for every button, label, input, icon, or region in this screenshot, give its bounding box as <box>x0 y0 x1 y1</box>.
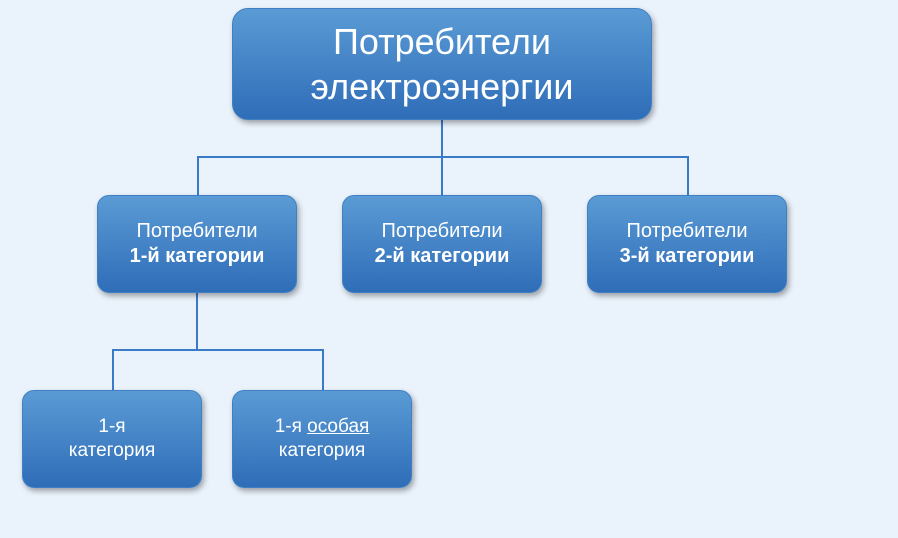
connector <box>322 349 324 390</box>
node-root-line2: электроэнергии <box>311 64 574 109</box>
node-sub2-line1: 1-я особая <box>275 415 370 439</box>
node-cat3-line2: 3-й категории <box>620 244 755 269</box>
node-root: Потребители электроэнергии <box>232 8 652 120</box>
connector <box>197 156 689 158</box>
node-root-line1: Потребители <box>333 19 551 64</box>
node-sub2-line2: категория <box>279 439 365 463</box>
connector <box>197 156 199 195</box>
node-subcategory-1-special: 1-я особая категория <box>232 390 412 488</box>
node-cat2-line1: Потребители <box>381 219 502 244</box>
connector <box>441 156 443 195</box>
connector <box>441 120 443 158</box>
node-cat1-line2: 1-й категории <box>130 244 265 269</box>
node-cat3-line1: Потребители <box>626 219 747 244</box>
node-category-2: Потребители 2-й категории <box>342 195 542 293</box>
node-sub1-line1: 1-я <box>98 415 125 439</box>
connector <box>112 349 324 351</box>
connector <box>687 156 689 195</box>
node-sub2-line1-pre: 1-я <box>275 416 307 437</box>
node-sub1-line2: категория <box>69 439 155 463</box>
node-category-3: Потребители 3-й категории <box>587 195 787 293</box>
node-category-1: Потребители 1-й категории <box>97 195 297 293</box>
connector <box>112 349 114 390</box>
diagram-canvas: Потребители электроэнергии Потребители 1… <box>0 0 898 538</box>
connector <box>196 293 198 351</box>
node-sub2-line1-underline: особая <box>307 416 369 437</box>
node-cat1-line1: Потребители <box>136 219 257 244</box>
node-cat2-line2: 2-й категории <box>375 244 510 269</box>
node-subcategory-1: 1-я категория <box>22 390 202 488</box>
